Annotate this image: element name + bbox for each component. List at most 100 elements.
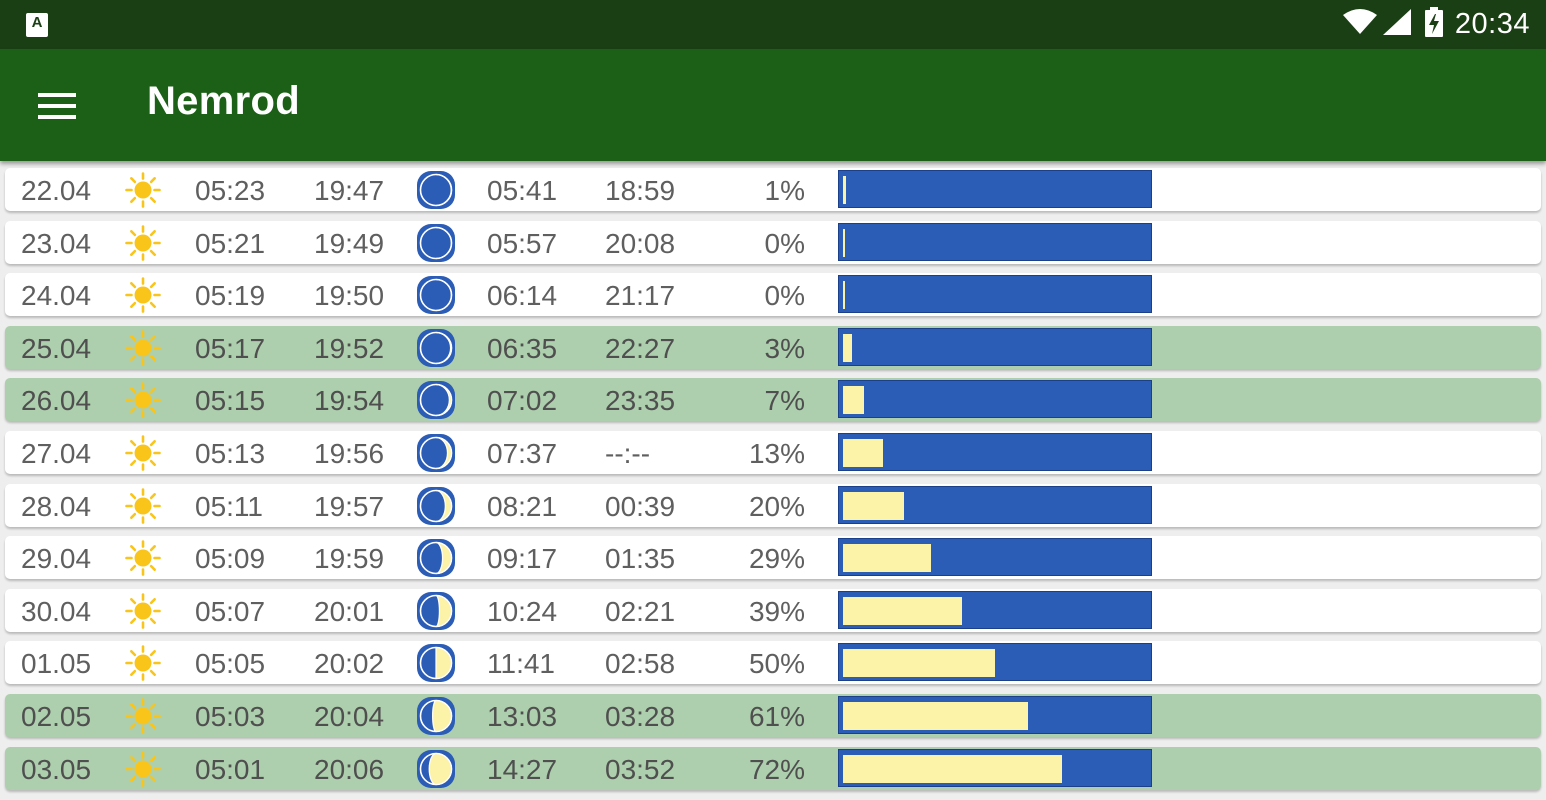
moonrise-time: 14:27: [487, 753, 558, 785]
sun-icon: [125, 592, 161, 629]
moon-phase-icon: [416, 328, 456, 368]
sunrise-time: 05:03: [195, 701, 266, 732]
moonset-time: 03:28: [605, 701, 676, 732]
app-notification-icon: A: [26, 13, 48, 37]
list-item[interactable]: 22.04 05:23 19:47 05:41 18:59 1%: [5, 168, 1541, 211]
moon-phase-icon: [416, 170, 456, 210]
list-item[interactable]: 01.05 05:05 20:02 11:41 02:58 50%: [5, 641, 1541, 685]
illumination-percent: 50%: [748, 648, 805, 680]
sun-icon: [125, 698, 161, 734]
illumination-bar: [838, 643, 1152, 682]
illumination-bar: [838, 433, 1152, 471]
sun-icon: [125, 487, 161, 524]
moonrise-time: 11:41: [487, 648, 555, 680]
app-bar: Nemrod: [0, 49, 1546, 161]
moonrise-time: 05:41: [487, 175, 558, 206]
moonrise-time: 07:37: [487, 438, 558, 469]
sunset-time: 20:02: [314, 648, 385, 680]
moon-phase-icon: [416, 380, 456, 420]
illumination-bar-fill: [843, 176, 846, 204]
illumination-percent: 20%: [748, 490, 805, 522]
date-label: 29.04: [21, 543, 92, 575]
illumination-bar-fill: [843, 333, 852, 362]
sunset-time: 19:54: [314, 385, 385, 417]
sun-icon: [125, 382, 161, 419]
illumination-bar-fill: [843, 386, 864, 415]
illumination-bar-fill: [843, 596, 962, 625]
moonset-time: --:--: [605, 438, 651, 469]
sunrise-time: 05:01: [195, 753, 266, 785]
moonset-time: 00:39: [605, 490, 676, 522]
illumination-bar-fill: [843, 228, 845, 257]
list-item[interactable]: 26.04 05:15 19:54 07:02 23:35 7%: [5, 378, 1541, 422]
sunrise-time: 05:23: [195, 175, 266, 206]
list-item[interactable]: 02.05 05:03 20:04 13:03 03:28 61%: [5, 694, 1541, 737]
moon-phase-icon: [416, 433, 456, 473]
moonrise-time: 13:03: [487, 701, 558, 732]
moon-phase-icon: [416, 223, 456, 263]
sunset-time: 20:01: [314, 595, 385, 627]
moonset-time: 23:35: [605, 385, 676, 417]
illumination-bar-fill: [843, 281, 845, 310]
sun-moon-list[interactable]: 22.04 05:23 19:47 05:41 18:59 1% 23.04 05:21 19:…: [0, 161, 1546, 800]
illumination-bar: [838, 275, 1152, 314]
moonset-time: 20:08: [605, 227, 676, 259]
illumination-bar-fill: [843, 649, 995, 678]
date-label: 23.04: [21, 227, 92, 259]
sunset-time: 20:06: [314, 753, 385, 785]
illumination-bar: [838, 170, 1152, 208]
sunrise-time: 05:07: [195, 595, 266, 627]
moonset-time: 21:17: [605, 280, 676, 312]
moonrise-time: 09:17: [487, 543, 558, 575]
sunrise-time: 05:17: [195, 332, 266, 364]
illumination-bar: [838, 380, 1152, 419]
illumination-percent: 72%: [748, 753, 805, 785]
illumination-bar: [838, 222, 1152, 261]
illumination-percent: 13%: [748, 438, 805, 469]
sun-icon: [125, 435, 161, 471]
list-item[interactable]: 25.04 05:17 19:52 06:35 22:27 3%: [5, 325, 1541, 369]
moonset-time: 01:35: [605, 543, 676, 575]
sunset-time: 19:47: [314, 175, 385, 206]
hamburger-menu-icon[interactable]: [38, 93, 76, 119]
sun-icon: [125, 172, 161, 208]
cell-signal-icon: [1382, 9, 1411, 40]
list-item[interactable]: 03.05 05:01 20:06 14:27 03:52 72%: [5, 746, 1541, 790]
sunrise-time: 05:21: [195, 227, 266, 259]
date-label: 02.05: [21, 701, 92, 732]
moon-phase-icon: [416, 643, 456, 683]
date-label: 01.05: [21, 648, 92, 680]
sun-icon: [125, 277, 161, 313]
illumination-bar-fill: [843, 544, 931, 573]
list-item[interactable]: 30.04 05:07 20:01 10:24 02:21 39%: [5, 588, 1541, 632]
illumination-bar-fill: [843, 754, 1062, 783]
battery-charging-icon: [1424, 7, 1443, 42]
illumination-percent: 7%: [764, 385, 805, 417]
illumination-bar-fill: [843, 702, 1028, 730]
sunset-time: 19:52: [314, 332, 385, 364]
moon-phase-icon: [416, 486, 456, 526]
illumination-bar: [838, 538, 1152, 577]
list-item[interactable]: 27.04 05:13 19:56 07:37 --:-- 13%: [5, 431, 1541, 474]
list-item[interactable]: 23.04 05:21 19:49 05:57 20:08 0%: [5, 220, 1541, 264]
illumination-percent: 3%: [764, 332, 805, 364]
date-label: 28.04: [21, 490, 92, 522]
sunrise-time: 05:15: [195, 385, 266, 417]
moonrise-time: 06:35: [487, 332, 558, 364]
moonset-time: 22:27: [605, 332, 676, 364]
illumination-percent: 1%: [764, 175, 805, 206]
date-label: 22.04: [21, 175, 92, 206]
illumination-bar-fill: [843, 491, 904, 520]
sun-icon: [125, 645, 161, 682]
list-item[interactable]: 29.04 05:09 19:59 09:17 01:35 29%: [5, 536, 1541, 580]
wifi-icon: [1342, 9, 1377, 40]
illumination-percent: 0%: [764, 227, 805, 259]
list-item[interactable]: 28.04 05:11 19:57 08:21 00:39 20%: [5, 483, 1541, 527]
moonset-time: 02:58: [605, 648, 676, 680]
moonrise-time: 10:24: [487, 595, 558, 627]
sun-icon: [125, 750, 161, 787]
moon-phase-icon: [416, 591, 456, 631]
date-label: 25.04: [21, 332, 92, 364]
sunrise-time: 05:11: [195, 490, 263, 522]
list-item[interactable]: 24.04 05:19 19:50 06:14 21:17 0%: [5, 273, 1541, 317]
